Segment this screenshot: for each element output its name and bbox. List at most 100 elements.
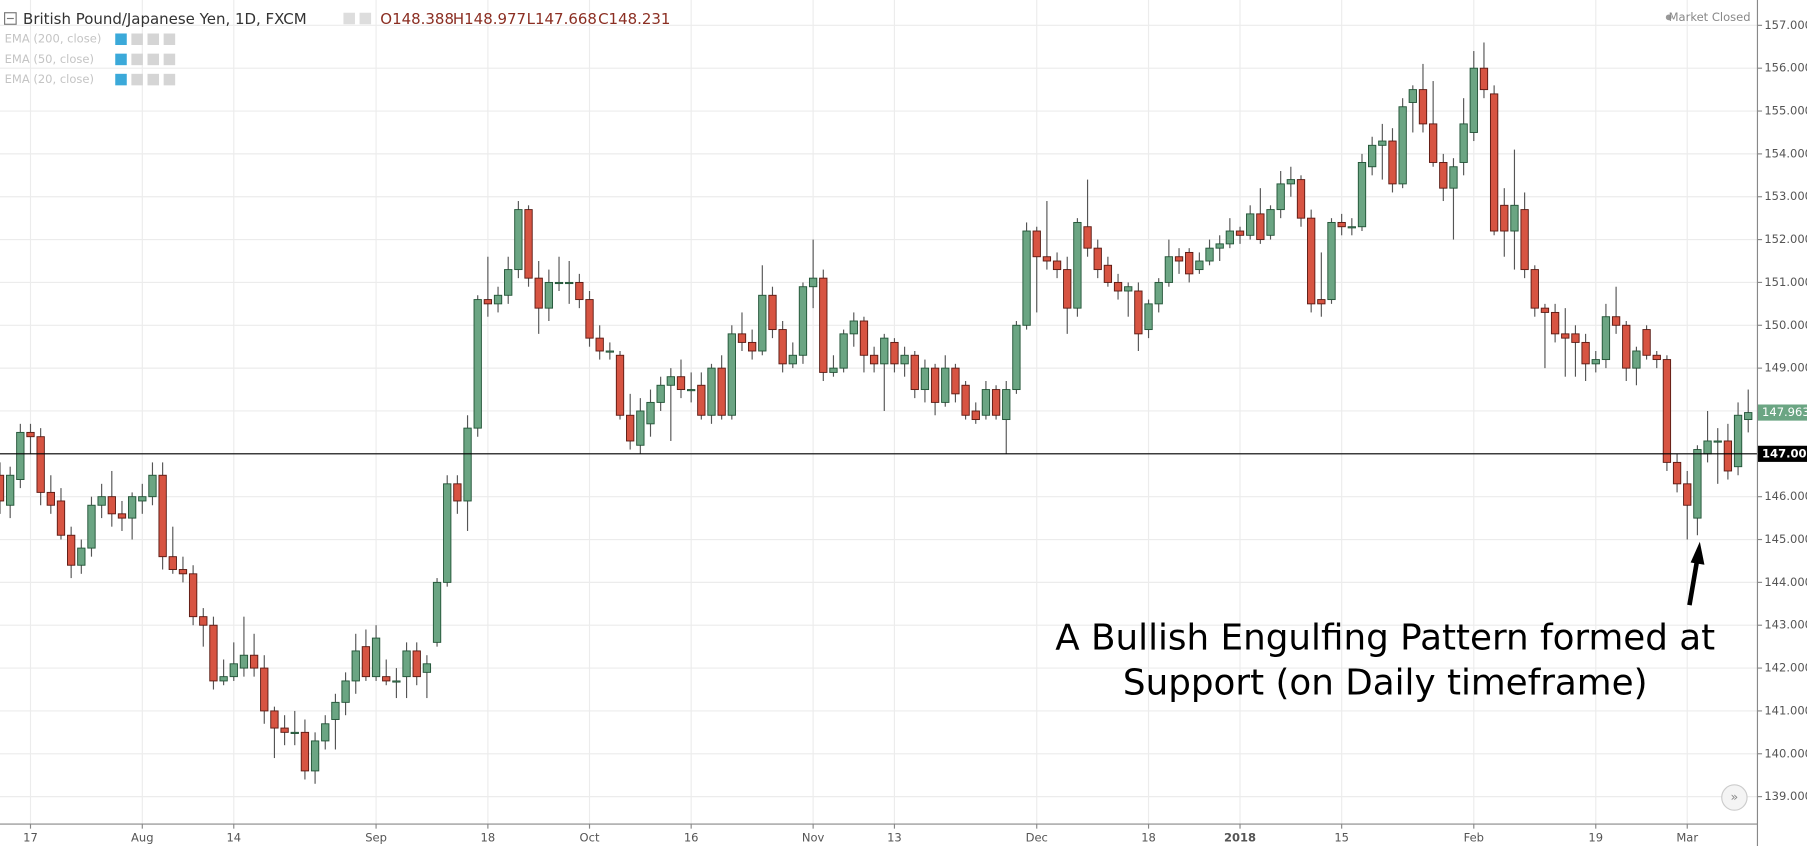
indicator-icon[interactable] bbox=[147, 53, 160, 66]
candle-body bbox=[890, 341, 899, 365]
candle-body bbox=[1113, 281, 1123, 292]
indicator-icon[interactable] bbox=[131, 73, 143, 86]
last-price-bg bbox=[1757, 404, 1807, 421]
candle-body bbox=[310, 740, 320, 772]
candle-body bbox=[829, 367, 838, 373]
candle-body bbox=[991, 389, 1001, 416]
candle-body bbox=[1693, 449, 1702, 519]
candle-body bbox=[1215, 243, 1224, 249]
candle-body bbox=[1683, 483, 1692, 506]
indicator-icon[interactable] bbox=[147, 73, 160, 86]
candle-body bbox=[36, 436, 45, 493]
candle-body bbox=[849, 320, 858, 335]
candle-body bbox=[981, 389, 991, 416]
candle-body bbox=[1164, 256, 1174, 283]
candle-body bbox=[1510, 204, 1519, 232]
candle-body bbox=[1063, 269, 1072, 309]
candle-body bbox=[504, 269, 513, 296]
arrow bbox=[1687, 557, 1700, 606]
candle-body bbox=[493, 294, 503, 305]
hline-label-bg bbox=[1757, 445, 1807, 462]
indicator-label: EMA (50, close) bbox=[5, 52, 94, 66]
candle-body bbox=[1418, 89, 1428, 125]
indicator-icon[interactable] bbox=[163, 33, 176, 46]
x-tick-label: 17 bbox=[23, 830, 38, 844]
candle-body bbox=[910, 354, 919, 391]
y-tick-label: 157.000 bbox=[1764, 18, 1807, 32]
candle-body bbox=[209, 624, 218, 682]
candle-body bbox=[1327, 221, 1336, 301]
candle-body bbox=[1052, 260, 1062, 271]
candle-body bbox=[77, 547, 86, 566]
candle-body bbox=[727, 333, 736, 416]
indicator-icon[interactable] bbox=[147, 33, 160, 46]
candle-body bbox=[1185, 251, 1194, 275]
indicator-icon[interactable] bbox=[115, 33, 127, 46]
y-tick-label: 155.000 bbox=[1764, 104, 1807, 118]
y-tick-label: 153.000 bbox=[1764, 189, 1807, 203]
indicator-icon[interactable] bbox=[115, 73, 127, 86]
indicators: EMA (200, close) EMA (50, close) EMA (20, … bbox=[5, 32, 176, 86]
indicator-label: EMA (200, close) bbox=[5, 32, 102, 46]
candle-body bbox=[1479, 67, 1489, 91]
x-tick-label: 19 bbox=[1588, 830, 1603, 844]
candle-body bbox=[392, 680, 401, 683]
y-tick-label: 151.000 bbox=[1764, 275, 1807, 289]
candle-body bbox=[747, 341, 757, 352]
candle-body bbox=[300, 731, 310, 772]
y-tick-label: 156.000 bbox=[1764, 61, 1807, 75]
candle-body bbox=[1256, 213, 1265, 241]
candle-body bbox=[869, 354, 879, 365]
candle-body bbox=[412, 650, 421, 678]
scroll-button-icon: » bbox=[1731, 789, 1739, 804]
indicator-icon[interactable] bbox=[163, 53, 176, 66]
candle-body bbox=[585, 299, 594, 339]
candle-body bbox=[565, 281, 574, 285]
settings-icon[interactable] bbox=[359, 12, 372, 25]
ohlc-value: L147.668 bbox=[527, 10, 597, 28]
candle-body bbox=[26, 431, 35, 438]
y-tick-label: 149.000 bbox=[1764, 361, 1807, 375]
candle-body bbox=[402, 650, 411, 678]
last-price-label: 147.963 bbox=[1762, 405, 1807, 419]
indicator-icon[interactable] bbox=[163, 73, 176, 86]
candle-body bbox=[463, 427, 472, 502]
candle-body bbox=[646, 401, 655, 425]
candle-body bbox=[1459, 123, 1468, 163]
candle-body bbox=[1296, 179, 1306, 219]
candle-body bbox=[1124, 286, 1133, 292]
x-tick-label: 14 bbox=[226, 830, 241, 844]
candle-body bbox=[239, 654, 249, 669]
annotation: A Bullish Engulfing Pattern formed at bbox=[1055, 618, 1715, 659]
candle-body bbox=[1317, 299, 1326, 305]
scroll-button[interactable] bbox=[1721, 784, 1748, 811]
candle-body bbox=[575, 281, 584, 301]
candle-body bbox=[1622, 324, 1631, 369]
indicator-icon[interactable] bbox=[115, 53, 127, 66]
y-tick-label: 152.000 bbox=[1764, 232, 1807, 246]
candle-body bbox=[1733, 414, 1743, 468]
indicator-icon[interactable] bbox=[131, 53, 143, 66]
candle-body bbox=[1408, 89, 1417, 103]
candle-body bbox=[382, 676, 391, 682]
candle-body bbox=[87, 504, 96, 549]
candle-body bbox=[1652, 354, 1661, 361]
settings-icon[interactable] bbox=[343, 12, 355, 25]
indicator-icon[interactable] bbox=[131, 33, 143, 46]
candle-body bbox=[1042, 256, 1052, 262]
candle-body bbox=[199, 616, 208, 626]
candle-body bbox=[1662, 359, 1672, 463]
chart-title: British Pound/Japanese Yen, 1D, FXCM bbox=[23, 10, 307, 28]
candle-body bbox=[56, 500, 66, 536]
candle-body bbox=[1368, 144, 1377, 168]
candle-body bbox=[768, 294, 777, 331]
candle-body bbox=[1530, 269, 1539, 309]
candle-body bbox=[1540, 307, 1550, 313]
candle-body bbox=[1489, 93, 1499, 232]
candle-body bbox=[717, 367, 726, 416]
candle-body bbox=[443, 483, 452, 583]
candle-body bbox=[514, 209, 523, 271]
candle-body bbox=[554, 281, 564, 285]
collapse-icon[interactable] bbox=[4, 12, 17, 25]
